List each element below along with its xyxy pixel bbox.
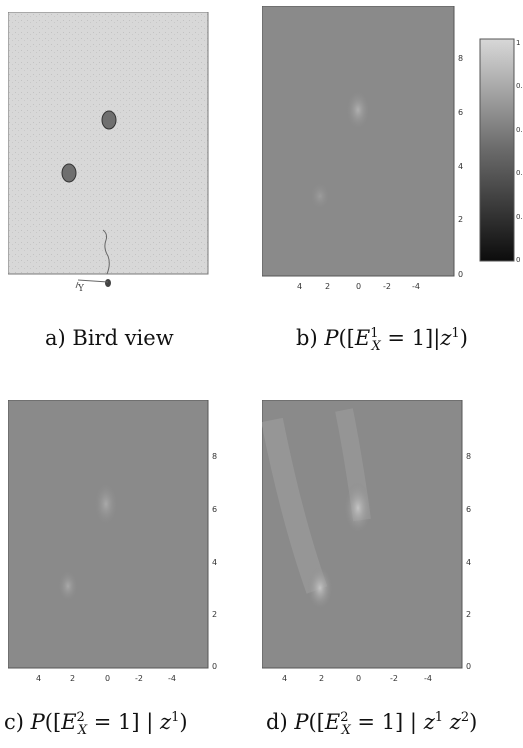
- x-tick: 2: [325, 282, 331, 291]
- x-tick: -2: [135, 674, 143, 683]
- bird-view-axis-label: Y: [78, 284, 84, 294]
- x-tick: -2: [383, 282, 391, 291]
- y-tick: 2: [466, 610, 472, 619]
- x-tick: 0: [105, 674, 111, 683]
- x-tick: 2: [319, 674, 325, 683]
- y-tick: 8: [212, 452, 218, 461]
- obstacle-lower: [61, 163, 77, 183]
- y-tick: 6: [466, 505, 472, 514]
- heatmap-b: [261, 5, 515, 277]
- heatmap-d: [261, 399, 463, 669]
- x-tick: -4: [424, 674, 432, 683]
- caption-d-prefix: d): [266, 710, 288, 734]
- y-tick: 6: [212, 505, 218, 514]
- caption-c: c) P([E2X = 1] | z1): [4, 710, 188, 738]
- x-tick: -2: [390, 674, 398, 683]
- colorbar-tick: 0.: [516, 82, 523, 90]
- x-tick: 4: [282, 674, 288, 683]
- y-tick: 4: [212, 558, 218, 567]
- y-tick: 6: [458, 108, 464, 117]
- panel-c: 4 2 0 -2 -4 0 2 4 6 8: [7, 399, 228, 685]
- y-tick: 2: [458, 215, 464, 224]
- x-tick: 4: [36, 674, 42, 683]
- colorbar-tick: 0.: [516, 213, 523, 221]
- colorbar-tick: 0.: [516, 169, 523, 177]
- heatmap-c: [7, 399, 209, 669]
- bird-view-image: [7, 11, 209, 289]
- panel-d: 4 2 0 -2 -4 0 2 4 6 8: [261, 399, 482, 685]
- y-tick: 0: [466, 662, 472, 671]
- y-tick: 2: [212, 610, 218, 619]
- caption-b-prefix: b): [296, 326, 318, 350]
- caption-c-prefix: c): [4, 710, 24, 734]
- caption-b: b) P([E1X = 1]|z1): [296, 326, 468, 354]
- x-tick: 4: [297, 282, 303, 291]
- y-tick: 8: [458, 54, 464, 63]
- x-tick: -4: [168, 674, 176, 683]
- colorbar-tick: 0: [516, 256, 521, 264]
- y-tick: 0: [212, 662, 218, 671]
- y-tick: 8: [466, 452, 472, 461]
- robot-sensor: [102, 229, 110, 275]
- bird-view-panel: Y: [7, 11, 216, 294]
- colorbar: [479, 38, 515, 262]
- y-tick: 4: [466, 558, 472, 567]
- x-tick: 2: [70, 674, 76, 683]
- obstacle-upper: [101, 110, 117, 130]
- colorbar-tick: 0.: [516, 126, 523, 134]
- x-tick: 0: [356, 282, 362, 291]
- caption-a: a) Bird view: [45, 326, 174, 350]
- x-tick: 0: [356, 674, 362, 683]
- caption-c-math: P([E2X = 1] | z1): [30, 710, 188, 739]
- y-tick: 0: [458, 270, 464, 279]
- panel-b: 4 2 0 -2 -4 0 2 4 6 8 1 0. 0. 0. 0. 0: [261, 5, 523, 296]
- x-tick: -4: [412, 282, 420, 291]
- caption-b-math: P([E1X = 1]|z1): [324, 326, 468, 355]
- y-tick: 4: [458, 162, 464, 171]
- caption-d-math: P([E2X = 1] | z1 z2): [294, 710, 478, 739]
- colorbar-tick: 1: [516, 39, 521, 47]
- caption-d: d) P([E2X = 1] | z1 z2): [266, 710, 477, 738]
